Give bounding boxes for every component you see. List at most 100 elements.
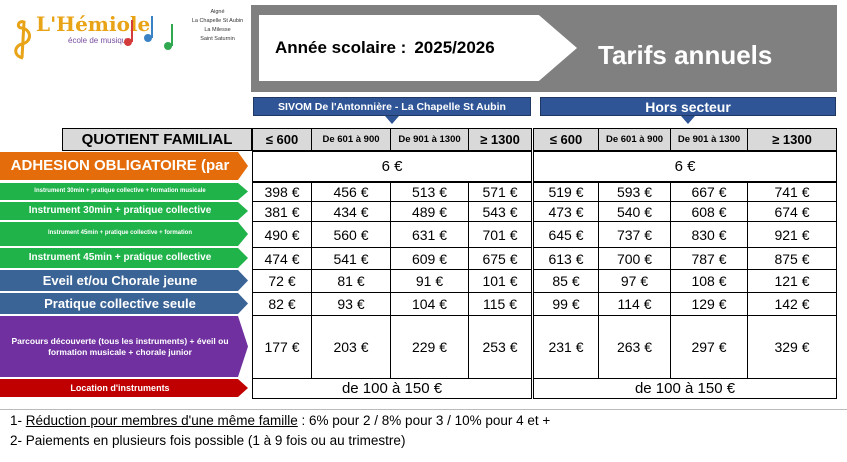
price-cell: 674 € [747,201,837,222]
price-cell: 473 € [533,201,599,222]
price-cell: 72 € [252,269,312,293]
price-cell: 104 € [390,292,469,316]
row-label: Instrument 30min + pratique collective +… [0,183,248,200]
column-header: De 601 à 900 [311,128,391,151]
price-cell: 456 € [311,182,391,202]
price-cell: 593 € [598,182,671,202]
footnote-rest: : 6% pour 2 / 8% pour 3 / 10% pour 4 et … [301,413,551,428]
price-cell: 93 € [311,292,391,316]
column-header: ≤ 600 [533,128,599,151]
clef-icon [14,20,31,60]
price-cell: 203 € [311,315,391,379]
price-cell: 741 € [747,182,837,202]
price-cell: 667 € [670,182,748,202]
logo-communes: Aigné La Chapelle St Aubin La Milesse Saint… [190,8,245,44]
price-cell: 875 € [747,247,837,270]
row-label: Parcours découverte (tous les instrument… [0,316,248,377]
row-label: Instrument 45min + pratique collective +… [0,222,248,246]
price-cell: 101 € [468,269,532,293]
school-year: 2025/2026 [414,38,495,57]
price-cell: 560 € [311,221,391,248]
price-cell: 737 € [598,221,671,248]
price-cell: 177 € [252,315,312,379]
price-cell: 82 € [252,292,312,316]
commune: La Chapelle St Aubin [191,18,244,24]
price-cell: 540 € [598,201,671,222]
price-cell: 645 € [533,221,599,248]
logo-subtitle: école de musique [68,36,131,45]
price-cell: 787 € [670,247,748,270]
price-cell: 329 € [747,315,837,379]
row-label: Instrument 45min + pratique collective [0,248,248,268]
footnote: 1- Réduction pour membres d'une même fam… [10,413,550,428]
row-label: Instrument 30min + pratique collective [0,202,248,220]
price-cell: 108 € [670,269,748,293]
price-cell: 571 € [468,182,532,202]
price-cell: 921 € [747,221,837,248]
notes-icon [124,16,173,50]
price-cell: 398 € [252,182,312,202]
banner-title: Tarifs annuels [598,40,773,70]
school-year-label: Année scolaire : [275,38,407,57]
price-cell: 81 € [311,269,391,293]
column-header: ≤ 600 [252,128,312,151]
merged-cell: de 100 à 150 € [252,378,532,399]
price-cell: 121 € [747,269,837,293]
price-cell: 142 € [747,292,837,316]
price-cell: 263 € [598,315,671,379]
group-arrow [385,116,399,124]
price-cell: 85 € [533,269,599,293]
school-year-box: Année scolaire : 2025/2026 [259,15,577,81]
price-cell: 675 € [468,247,532,270]
price-cell: 490 € [252,221,312,248]
price-cell: 381 € [252,201,312,222]
group-header: Hors secteur [540,97,836,116]
commune: La Milesse [204,27,231,33]
footnote: 2- Paiements en plusieurs fois possible … [10,433,406,448]
price-cell: 434 € [311,201,391,222]
commune: Aigné [210,9,225,15]
group-header: SIVOM De l'Antonnière - La Chapelle St A… [253,97,531,116]
separator [0,409,847,410]
row-label: Pratique collective seule [0,293,248,314]
price-cell: 613 € [533,247,599,270]
row-label: ADHESION OBLIGATOIRE (par [0,152,248,180]
price-cell: 543 € [468,201,532,222]
price-cell: 114 € [598,292,671,316]
price-cell: 609 € [390,247,469,270]
column-header: De 901 à 1300 [390,128,469,151]
price-cell: 700 € [598,247,671,270]
logo: L'Hémiole école de musique Aigné La Chape… [8,8,248,60]
merged-cell: 6 € [252,151,532,182]
row-label: Eveil et/ou Chorale jeune [0,270,248,291]
column-header: De 601 à 900 [598,128,671,151]
price-cell: 474 € [252,247,312,270]
price-cell: 115 € [468,292,532,316]
group-arrow [681,116,695,124]
price-cell: 631 € [390,221,469,248]
footnote-prefix: 1- [10,413,23,428]
column-header: De 901 à 1300 [670,128,748,151]
price-cell: 513 € [390,182,469,202]
footnote-underlined: Réduction pour membres d'une même famill… [25,413,298,428]
header-label: QUOTIENT FAMILIAL [62,128,252,151]
price-cell: 830 € [670,221,748,248]
price-cell: 519 € [533,182,599,202]
commune: Saint Saturnin [200,36,235,42]
column-header: ≥ 1300 [747,128,837,151]
price-cell: 297 € [670,315,748,379]
price-cell: 99 € [533,292,599,316]
price-cell: 701 € [468,221,532,248]
price-cell: 229 € [390,315,469,379]
price-cell: 541 € [311,247,391,270]
price-cell: 231 € [533,315,599,379]
merged-cell: de 100 à 150 € [533,378,837,399]
price-cell: 129 € [670,292,748,316]
price-cell: 489 € [390,201,469,222]
column-header: ≥ 1300 [468,128,532,151]
price-cell: 97 € [598,269,671,293]
price-cell: 91 € [390,269,469,293]
merged-cell: 6 € [533,151,837,182]
price-cell: 253 € [468,315,532,379]
